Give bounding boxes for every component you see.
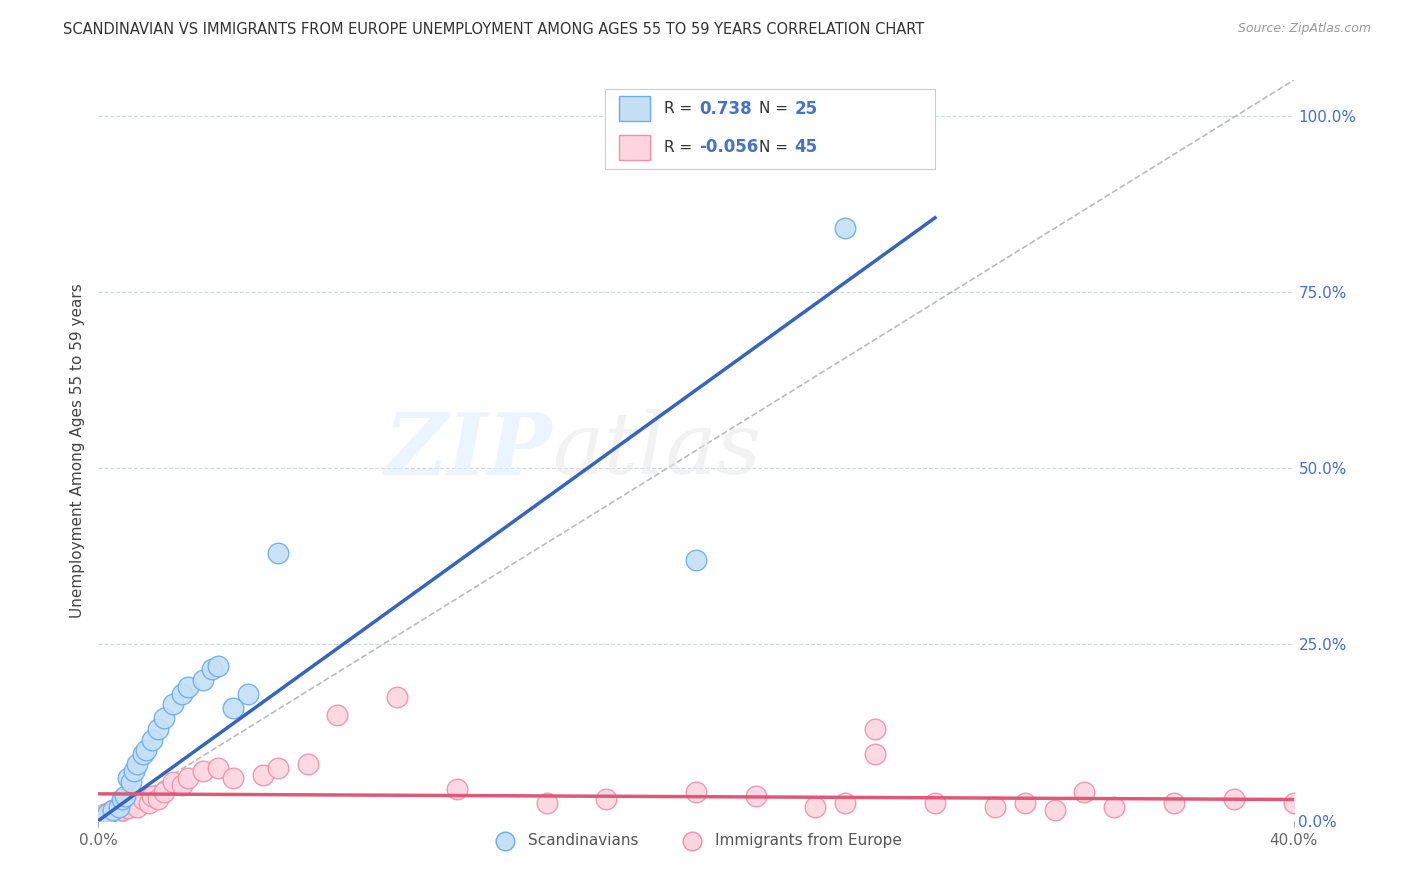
Point	[108, 805, 131, 820]
Text: 45: 45	[794, 138, 817, 156]
Point	[1223, 792, 1246, 806]
Point	[103, 803, 125, 817]
Text: R =: R =	[664, 102, 697, 116]
Point	[236, 687, 259, 701]
Point	[685, 785, 707, 799]
Point	[1163, 796, 1185, 810]
Point	[745, 789, 768, 803]
Point	[105, 806, 128, 821]
Point	[222, 772, 245, 786]
Text: atlas: atlas	[553, 409, 762, 491]
Point	[124, 796, 146, 810]
Point	[127, 757, 149, 772]
Point	[135, 743, 157, 757]
Point	[172, 687, 194, 701]
Point	[132, 747, 155, 761]
Point	[132, 792, 155, 806]
Point	[1043, 803, 1066, 817]
Text: SCANDINAVIAN VS IMMIGRANTS FROM EUROPE UNEMPLOYMENT AMONG AGES 55 TO 59 YEARS CO: SCANDINAVIAN VS IMMIGRANTS FROM EUROPE U…	[63, 22, 925, 37]
Point	[177, 680, 200, 694]
Point	[865, 747, 887, 761]
Point	[114, 799, 136, 814]
Point	[207, 761, 229, 775]
Point	[326, 707, 349, 722]
Point	[267, 546, 290, 560]
Text: -0.056: -0.056	[699, 138, 758, 156]
Point	[1073, 785, 1095, 799]
Point	[141, 789, 163, 803]
Point	[201, 662, 224, 676]
Point	[141, 732, 163, 747]
Point	[267, 761, 290, 775]
Text: N =: N =	[759, 102, 793, 116]
Point	[114, 789, 136, 803]
Point	[96, 808, 118, 822]
Point	[1104, 799, 1126, 814]
Point	[148, 792, 170, 806]
Text: N =: N =	[759, 140, 793, 154]
Point	[120, 775, 142, 789]
Text: ZIP: ZIP	[385, 409, 553, 492]
Legend: Scandinavians, Immigrants from Europe: Scandinavians, Immigrants from Europe	[484, 827, 908, 854]
Point	[138, 796, 160, 810]
Text: Source: ZipAtlas.com: Source: ZipAtlas.com	[1237, 22, 1371, 36]
Point	[153, 711, 176, 725]
Point	[207, 658, 229, 673]
Point	[162, 775, 184, 789]
Point	[117, 801, 139, 815]
Point	[148, 722, 170, 736]
Point	[111, 803, 134, 817]
Point	[385, 690, 409, 705]
Point	[1014, 796, 1036, 810]
Point	[191, 764, 214, 779]
Point	[127, 799, 149, 814]
Y-axis label: Unemployment Among Ages 55 to 59 years: Unemployment Among Ages 55 to 59 years	[69, 283, 84, 618]
Text: 25: 25	[794, 100, 817, 118]
Point	[446, 781, 468, 796]
Point	[172, 778, 194, 792]
Point	[124, 764, 146, 779]
Point	[834, 221, 856, 235]
Point	[297, 757, 319, 772]
Point	[108, 799, 131, 814]
Point	[162, 698, 184, 712]
Text: R =: R =	[664, 140, 697, 154]
Point	[865, 722, 887, 736]
Point	[685, 553, 707, 567]
Point	[984, 799, 1007, 814]
Point	[834, 796, 856, 810]
Point	[222, 701, 245, 715]
Point	[191, 673, 214, 687]
Point	[111, 792, 134, 806]
Point	[1282, 796, 1305, 810]
Point	[103, 803, 125, 817]
Point	[536, 796, 558, 810]
Point	[252, 768, 274, 782]
Point	[93, 806, 115, 821]
Point	[924, 796, 946, 810]
Text: 0.738: 0.738	[699, 100, 751, 118]
Point	[96, 806, 118, 821]
Point	[804, 799, 827, 814]
Point	[595, 792, 617, 806]
Point	[117, 772, 139, 786]
Point	[153, 785, 176, 799]
Point	[177, 772, 200, 786]
Point	[98, 805, 122, 820]
